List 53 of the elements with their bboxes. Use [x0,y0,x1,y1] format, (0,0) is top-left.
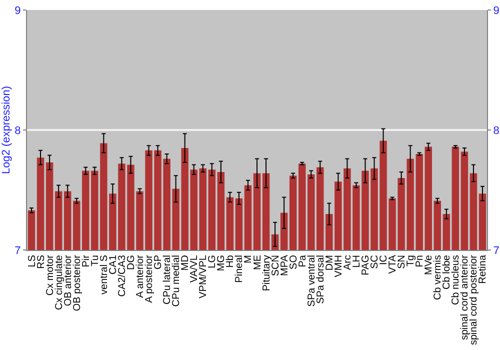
x-tick-label: Hb [225,254,236,268]
x-tick-label: CA2/CA3 [116,254,128,297]
x-tick-label: RS [36,254,47,269]
x-tick-label: OB posterior [72,254,83,312]
x-tick-label: Cx cingulate [54,254,65,310]
x-tick-label: Pn [414,255,426,268]
x-tick-label: A anterior [135,254,146,298]
x-tick-label: M [243,255,254,264]
y2-tick-label: 7 [493,244,500,257]
x-tick-label: spinal cord anterior [460,254,471,340]
x-tick-label: CPu medial [171,255,182,307]
x-tick-label: SO [288,254,300,270]
x-tick-label: IC [378,255,390,265]
y2-tick-label: 9 [493,4,500,17]
x-tick-label: CA1 [108,254,119,274]
x-tick-label: SN [396,255,408,269]
x-tick-label: VPM/VPL [198,254,210,298]
x-tick-label: GP [153,254,164,270]
y-tick-label: 9 [14,4,21,17]
y-tick-label: 7 [14,244,21,257]
x-tick-label: Cb nucleus [450,255,462,306]
x-tick-label: DM [324,255,336,271]
y-axis-title: Log2 (expression) [0,86,12,174]
x-tick-label: spinal cord posterior [468,254,480,346]
x-tick-label: MVe [424,254,435,276]
x-tick-label: Cb lobe [442,254,453,290]
x-tick-label: ventral S [98,254,110,294]
x-tick-label: Pa [297,254,308,268]
x-tick-label: Pineal [234,255,246,283]
x-tick-label: LS [26,254,38,268]
x-tick-label: Retina [478,254,489,284]
x-tick-label: OB anterior [62,254,74,306]
y-tick-label: 8 [14,124,21,137]
x-tick-label: DG [126,254,137,270]
x-tick-label: Cx motor [44,254,56,296]
x-tick-label: PAG [360,254,372,276]
x-tick-label: LG [207,254,218,268]
x-tick-label: SCN [270,255,282,276]
x-tick-label: SPa dorsal [315,255,326,304]
x-tick-label: Pir [80,254,92,268]
x-tick-label: MPA [279,254,290,276]
x-tick-label: A posterior [144,254,156,303]
x-tick-label: Tg [406,255,417,267]
x-tick-label: Arc [342,255,354,270]
x-tick-label: VMH [333,255,344,278]
y2-tick-label: 8 [493,124,500,137]
x-tick-label: Tu [90,255,101,266]
x-tick-label: SC [370,255,380,269]
x-tick-label: VTA [388,254,399,274]
x-tick-label: LH [351,255,362,268]
x-tick-label: ME [252,254,264,270]
x-tick-label: SPa ventral [306,255,318,307]
x-tick-label: Pituitary [261,255,272,292]
